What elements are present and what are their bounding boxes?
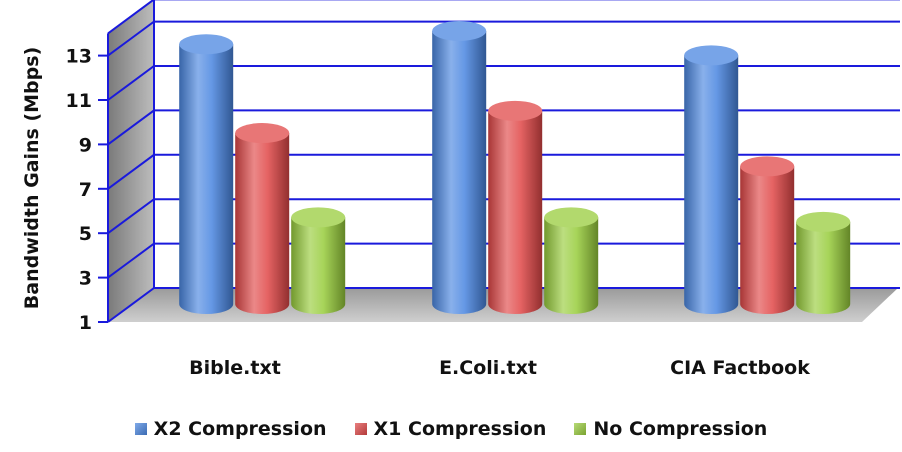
bar-top <box>235 123 290 144</box>
bar <box>235 123 290 314</box>
y-tick-label: 5 <box>79 223 92 245</box>
side-wall <box>108 0 154 322</box>
legend-swatch <box>134 423 147 435</box>
legend-label: No Compression <box>593 418 768 440</box>
bar-body <box>179 44 234 314</box>
y-axis-label: Bandwidth Gains (Mbps) <box>21 47 43 309</box>
x-category-label: Bible.txt <box>189 357 281 379</box>
bar-body <box>432 30 487 314</box>
legend-item: No Compression <box>574 418 767 440</box>
bar-top <box>544 207 599 228</box>
y-tick-label: 1 <box>79 312 92 334</box>
bar <box>796 211 851 314</box>
y-tick-label: 11 <box>66 90 92 112</box>
bar <box>432 20 487 314</box>
y-tick-label: 7 <box>79 179 92 201</box>
x-category-label: E.Coli.txt <box>439 357 537 379</box>
bar <box>740 156 795 314</box>
bar-body <box>684 55 739 315</box>
bar-top <box>796 211 851 232</box>
bar-top <box>684 45 739 66</box>
bar <box>179 34 234 314</box>
bar-body <box>544 217 599 314</box>
legend-label: X1 Compression <box>373 418 547 440</box>
y-tick-label: 3 <box>79 268 92 290</box>
legend-swatch <box>574 423 587 435</box>
y-tick-label: 9 <box>79 134 92 156</box>
legend-item: X2 Compression <box>134 418 327 440</box>
bar-body <box>740 166 795 314</box>
bar-top <box>432 20 487 41</box>
bar-top <box>291 207 346 228</box>
bar-body <box>796 221 851 314</box>
gridline <box>107 0 900 35</box>
bar-top <box>740 156 795 177</box>
bar-top <box>179 34 234 55</box>
bar <box>488 100 543 314</box>
bar-body <box>488 110 543 314</box>
x-category-label: CIA Factbook <box>670 357 810 379</box>
bar-body <box>235 133 290 314</box>
legend-label: X2 Compression <box>153 418 327 440</box>
legend: X2 Compression X1 Compression No Compressi… <box>0 418 902 440</box>
bar <box>544 207 599 314</box>
bar-body <box>291 217 346 314</box>
y-tick-label: 13 <box>66 46 92 68</box>
legend-swatch <box>354 423 367 435</box>
bar-top <box>488 100 543 121</box>
bar <box>291 207 346 314</box>
bar <box>684 45 739 315</box>
legend-item: X1 Compression <box>354 418 547 440</box>
